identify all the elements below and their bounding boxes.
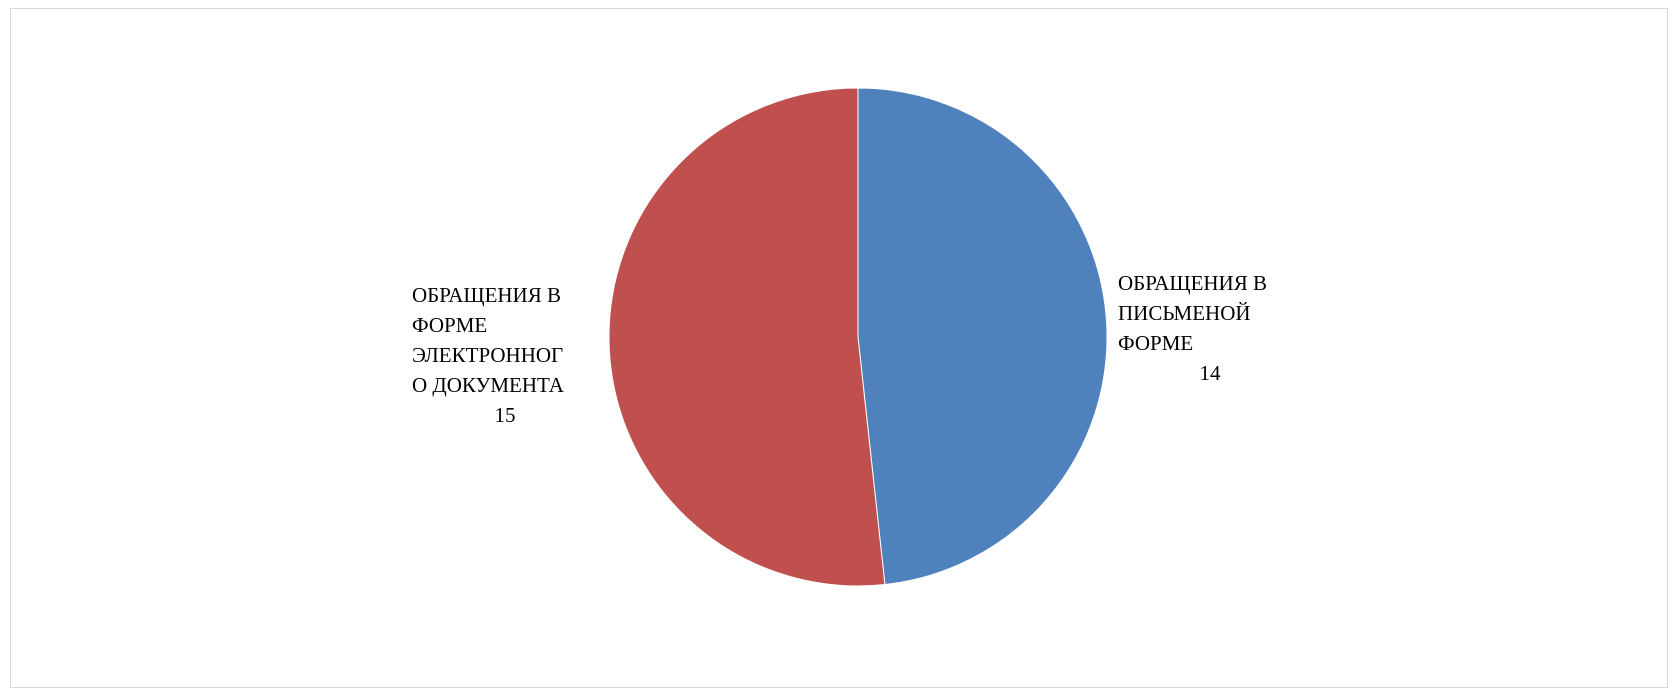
data-label-1-line-1: ОБРАЩЕНИЯ В bbox=[1118, 271, 1267, 295]
data-label-2-line-3: ЭЛЕКТРОННОГ bbox=[412, 343, 563, 367]
data-label-1-value: 14 bbox=[1200, 361, 1222, 385]
pie-slice-1 bbox=[857, 87, 1108, 586]
pie-chart: ОБРАЩЕНИЯ В ПИСЬМЕНОЙ ФОРМЕ 14 ОБРАЩЕНИЯ В ФО… bbox=[412, 87, 1267, 587]
data-label-2-line-2: ФОРМЕ bbox=[412, 313, 487, 337]
pie-slices bbox=[608, 87, 1108, 587]
data-label-1: ОБРАЩЕНИЯ В ПИСЬМЕНОЙ ФОРМЕ 14 bbox=[1118, 271, 1267, 385]
data-label-2-line-4: О ДОКУМЕНТА bbox=[412, 373, 565, 397]
data-label-2-value: 15 bbox=[495, 403, 516, 427]
data-label-2-line-1: ОБРАЩЕНИЯ В bbox=[412, 283, 561, 307]
data-label-2: ОБРАЩЕНИЯ В ФОРМЕ ЭЛЕКТРОННОГ О ДОКУМЕНТА 15 bbox=[412, 283, 565, 427]
data-label-1-line-3: ФОРМЕ bbox=[1118, 331, 1193, 355]
pie-slice-2 bbox=[608, 87, 886, 587]
pie-data-labels: ОБРАЩЕНИЯ В ПИСЬМЕНОЙ ФОРМЕ 14 ОБРАЩЕНИЯ В ФО… bbox=[412, 271, 1267, 427]
data-label-1-line-2: ПИСЬМЕНОЙ bbox=[1118, 301, 1251, 325]
